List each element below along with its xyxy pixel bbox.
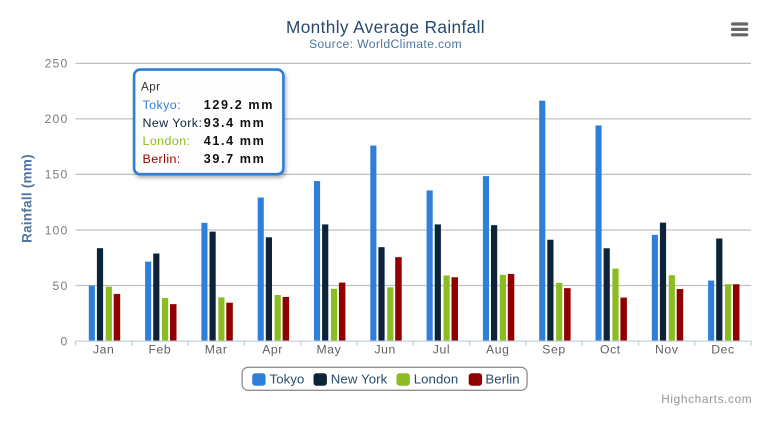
- svg-text:250: 250: [45, 57, 69, 71]
- svg-text:Tokyo:: Tokyo:: [143, 98, 182, 112]
- svg-text:Source: WorldClimate.com: Source: WorldClimate.com: [309, 37, 462, 51]
- svg-text:50: 50: [53, 279, 69, 293]
- svg-text:39.7 mm: 39.7 mm: [204, 152, 266, 166]
- svg-text:Berlin:: Berlin:: [143, 152, 181, 166]
- svg-text:200: 200: [45, 112, 69, 126]
- svg-text:New York:: New York:: [143, 116, 203, 130]
- svg-text:100: 100: [45, 223, 69, 237]
- svg-text:London: London: [414, 372, 459, 387]
- svg-text:0: 0: [60, 334, 68, 348]
- svg-text:129.2 mm: 129.2 mm: [204, 98, 274, 112]
- svg-text:Berlin: Berlin: [485, 372, 519, 387]
- svg-text:150: 150: [45, 168, 69, 182]
- svg-text:Apr: Apr: [262, 342, 283, 356]
- svg-text:London:: London:: [143, 134, 191, 148]
- svg-text:93.4 mm: 93.4 mm: [204, 116, 266, 130]
- svg-text:Jan: Jan: [93, 342, 114, 356]
- svg-text:Feb: Feb: [148, 342, 171, 356]
- svg-text:Oct: Oct: [600, 342, 621, 356]
- svg-text:Nov: Nov: [655, 342, 679, 356]
- svg-text:Rainfall (mm): Rainfall (mm): [20, 154, 35, 243]
- svg-text:Jun: Jun: [374, 342, 395, 356]
- svg-text:Tokyo: Tokyo: [270, 372, 305, 387]
- svg-text:Apr: Apr: [141, 80, 160, 93]
- svg-text:Aug: Aug: [486, 342, 510, 356]
- svg-text:Mar: Mar: [205, 342, 228, 356]
- svg-text:41.4 mm: 41.4 mm: [204, 134, 266, 148]
- svg-text:Monthly Average Rainfall: Monthly Average Rainfall: [286, 17, 485, 37]
- svg-text:New York: New York: [331, 372, 388, 387]
- svg-text:Dec: Dec: [711, 342, 734, 356]
- svg-text:May: May: [316, 342, 341, 356]
- svg-text:Jul: Jul: [433, 342, 450, 356]
- svg-text:Highcharts.com: Highcharts.com: [661, 392, 752, 406]
- svg-text:Sep: Sep: [542, 342, 566, 356]
